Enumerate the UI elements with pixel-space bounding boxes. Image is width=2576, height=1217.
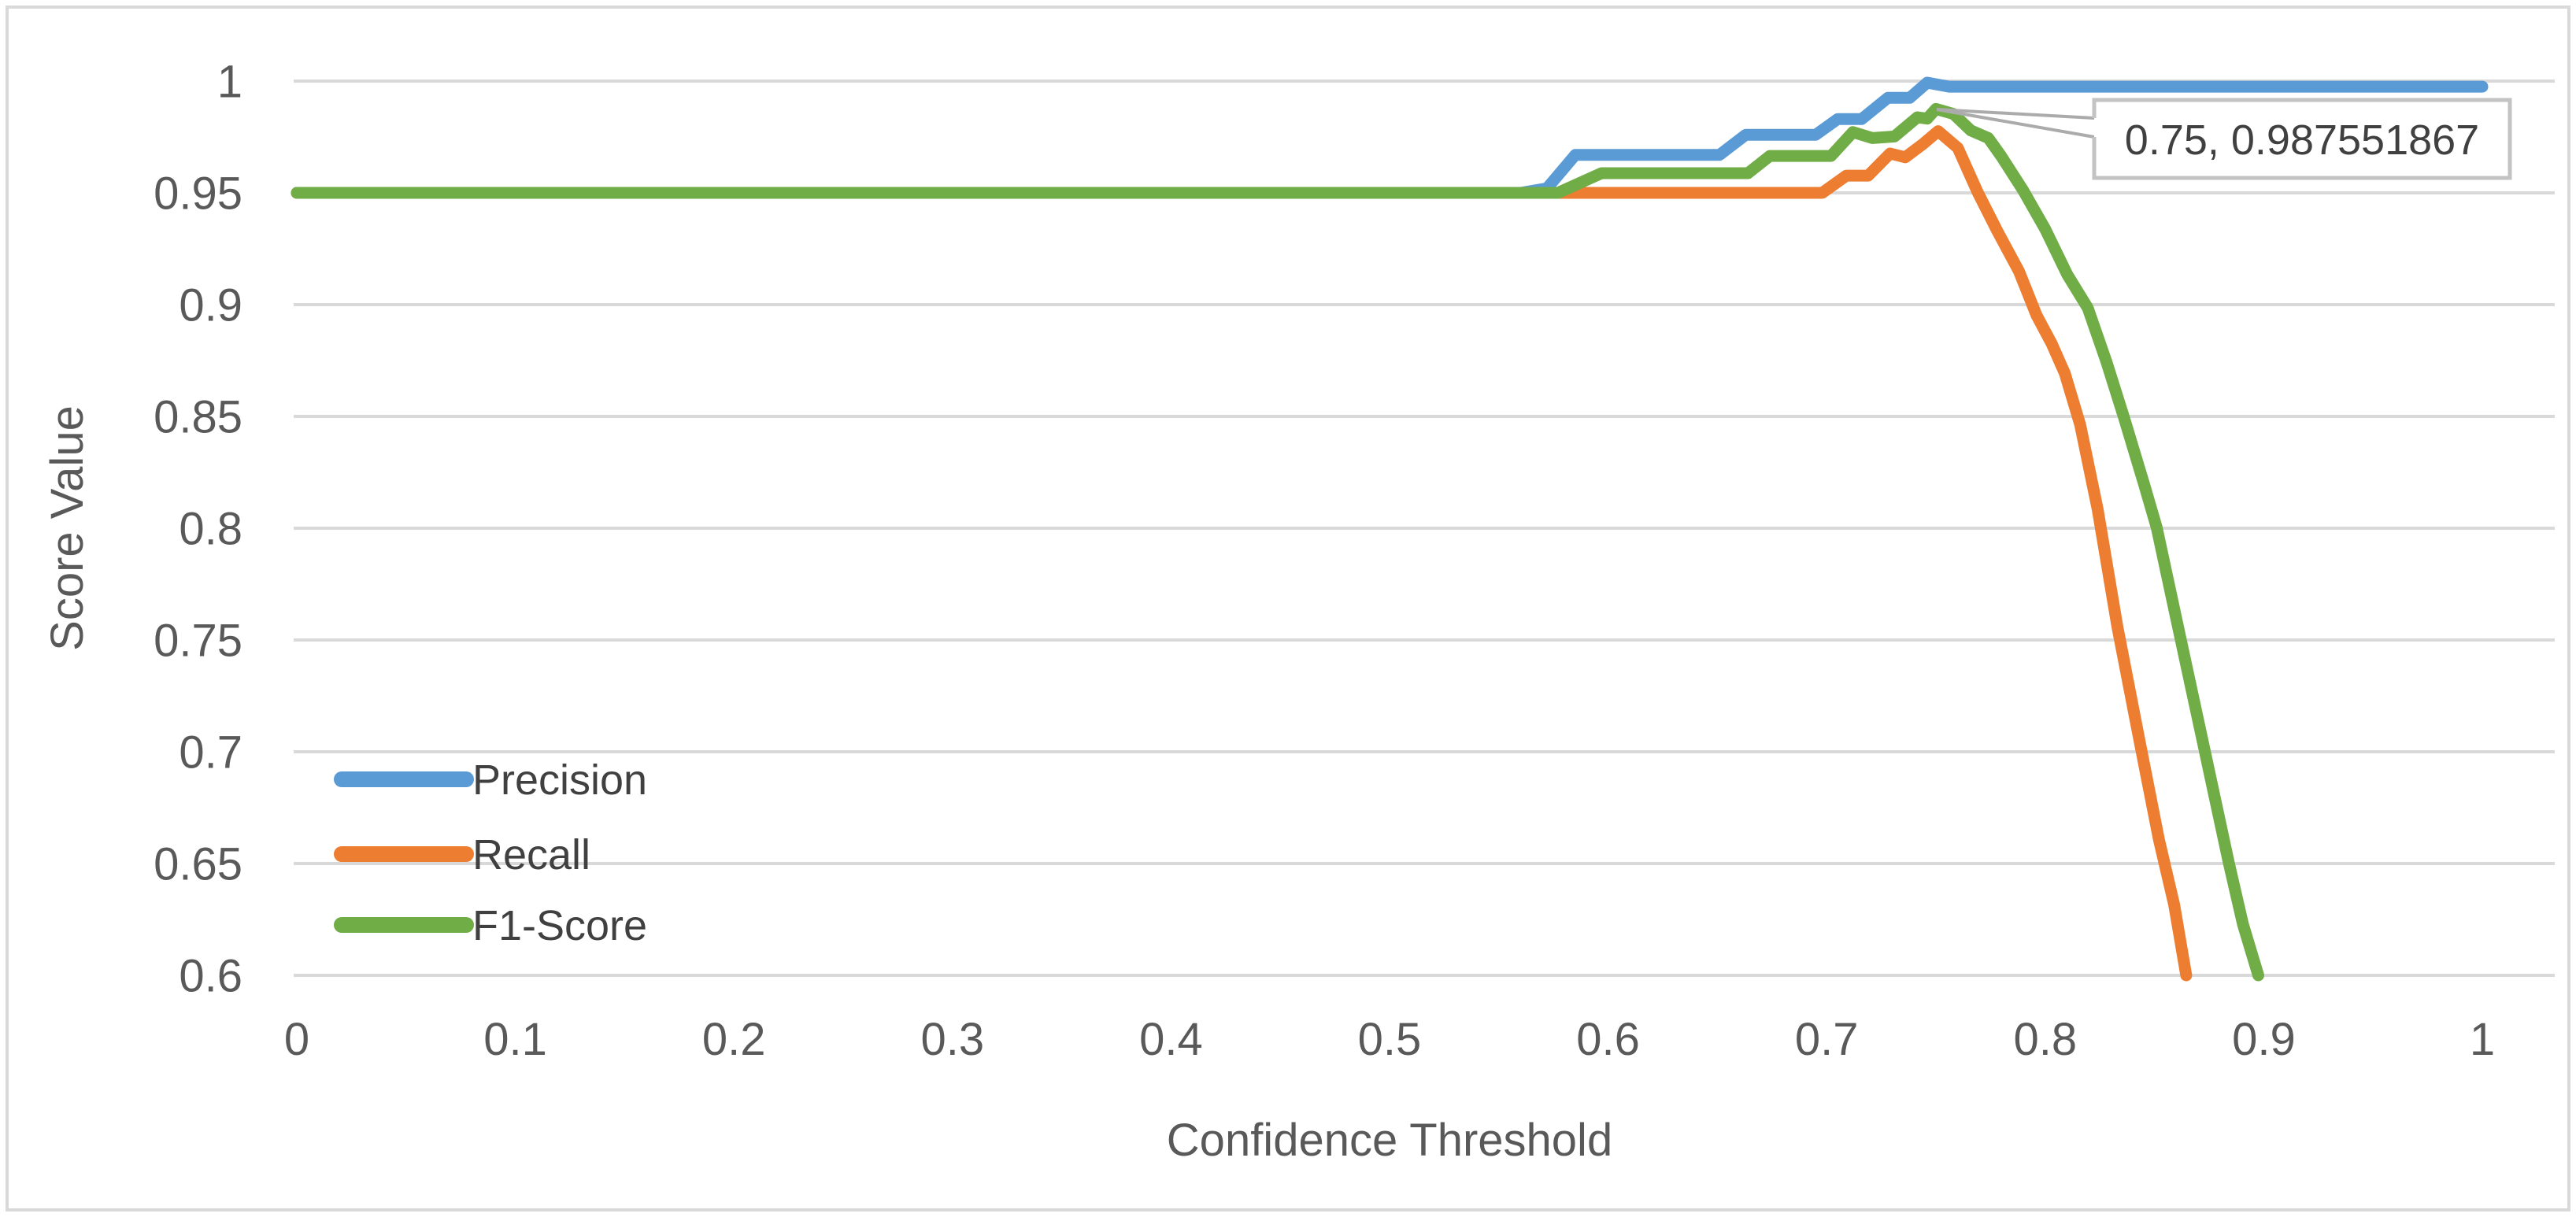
callout-text: 0.75, 0.987551867 xyxy=(2125,117,2479,164)
x-tick-label: 1 xyxy=(2470,1014,2495,1065)
x-tick-label: 0.4 xyxy=(1139,1014,1203,1065)
x-tick-label: 0.1 xyxy=(483,1014,547,1065)
series-line-recall[interactable] xyxy=(291,125,2193,982)
y-tick-label: 0.9 xyxy=(179,279,242,331)
legend-item-recall[interactable]: Recall xyxy=(334,831,590,879)
gridlines xyxy=(294,80,2555,977)
x-axis-title: Confidence Threshold xyxy=(1167,1115,1612,1166)
x-tick-label: 0 xyxy=(284,1014,309,1065)
series-lines xyxy=(291,76,2489,982)
x-tick-label: 0.9 xyxy=(2232,1014,2296,1065)
y-tick-label: 0.8 xyxy=(179,503,242,554)
callout-box xyxy=(2094,98,2511,179)
series-line-precision[interactable] xyxy=(291,76,2489,199)
callout-leader-lower xyxy=(1936,108,2095,139)
y-tick-label: 1 xyxy=(217,56,242,107)
legend-item-precision[interactable]: Precision xyxy=(334,756,647,804)
y-axis-title: Score Value xyxy=(42,405,93,651)
y-tick-label: 0.65 xyxy=(154,838,242,890)
y-tick-label: 0.85 xyxy=(154,391,242,442)
chart-border xyxy=(6,6,2570,1211)
legend-label-recall: Recall xyxy=(472,831,590,879)
y-tick-label: 0.7 xyxy=(179,727,242,778)
callout-border xyxy=(2092,98,2512,180)
x-tick-label: 0.8 xyxy=(2013,1014,2077,1065)
x-tick-label: 0.3 xyxy=(920,1014,984,1065)
y-tick-label: 0.95 xyxy=(154,168,242,219)
legend-label-f1-score: F1-Score xyxy=(472,902,647,949)
y-tick-label: 0.6 xyxy=(179,950,242,1001)
series-line-f1-score[interactable] xyxy=(291,102,2264,982)
legend-label-precision: Precision xyxy=(472,756,647,804)
y-tick-label: 0.75 xyxy=(154,615,242,666)
legend: Precision Recall F1-Score xyxy=(334,756,647,949)
annotation-callout[interactable]: 0.75, 0.987551867 xyxy=(1936,98,2512,180)
x-tick-label: 0.2 xyxy=(702,1014,766,1065)
callout-leader-upper xyxy=(1936,108,2095,120)
x-tick-label: 0.6 xyxy=(1576,1014,1640,1065)
x-tick-label: 0.7 xyxy=(1795,1014,1859,1065)
x-tick-label: 0.5 xyxy=(1358,1014,1422,1065)
axis-tick-labels: 1 0.95 0.9 0.85 0.8 0.75 0.7 0.65 0.6 0 0.1 0.2 0.3 0… xyxy=(154,56,2495,1065)
legend-item-f1-score[interactable]: F1-Score xyxy=(334,902,647,949)
